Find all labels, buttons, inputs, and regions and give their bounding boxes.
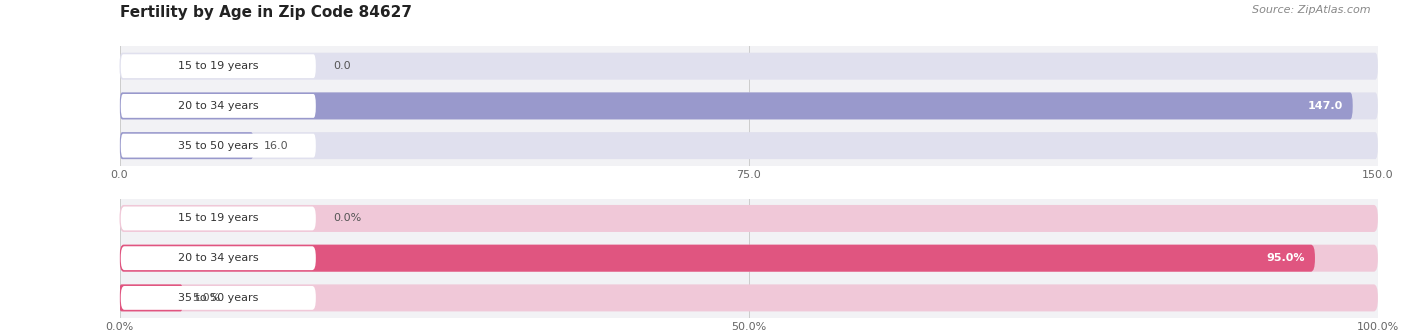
Text: 20 to 34 years: 20 to 34 years — [179, 253, 259, 263]
Text: 147.0: 147.0 — [1308, 101, 1343, 111]
Text: 35 to 50 years: 35 to 50 years — [179, 141, 259, 151]
FancyBboxPatch shape — [121, 207, 316, 230]
FancyBboxPatch shape — [120, 53, 1378, 80]
FancyBboxPatch shape — [120, 205, 1378, 232]
Text: Fertility by Age in Zip Code 84627: Fertility by Age in Zip Code 84627 — [120, 5, 412, 20]
FancyBboxPatch shape — [120, 245, 1315, 272]
Text: 0.0%: 0.0% — [333, 213, 361, 223]
Text: Source: ZipAtlas.com: Source: ZipAtlas.com — [1253, 5, 1371, 15]
FancyBboxPatch shape — [120, 245, 1378, 272]
Text: 95.0%: 95.0% — [1267, 253, 1305, 263]
Text: 16.0: 16.0 — [264, 141, 288, 151]
Text: 15 to 19 years: 15 to 19 years — [179, 61, 259, 71]
FancyBboxPatch shape — [120, 92, 1353, 119]
FancyBboxPatch shape — [120, 92, 1378, 119]
Text: 5.0%: 5.0% — [193, 293, 221, 303]
FancyBboxPatch shape — [120, 132, 253, 159]
FancyBboxPatch shape — [120, 132, 1378, 159]
FancyBboxPatch shape — [121, 134, 316, 158]
Text: 20 to 34 years: 20 to 34 years — [179, 101, 259, 111]
Text: 35 to 50 years: 35 to 50 years — [179, 293, 259, 303]
Text: 15 to 19 years: 15 to 19 years — [179, 213, 259, 223]
FancyBboxPatch shape — [121, 94, 316, 118]
FancyBboxPatch shape — [120, 284, 183, 311]
FancyBboxPatch shape — [121, 286, 316, 310]
FancyBboxPatch shape — [120, 284, 1378, 311]
FancyBboxPatch shape — [121, 246, 316, 270]
Text: 0.0: 0.0 — [333, 61, 352, 71]
FancyBboxPatch shape — [121, 54, 316, 78]
